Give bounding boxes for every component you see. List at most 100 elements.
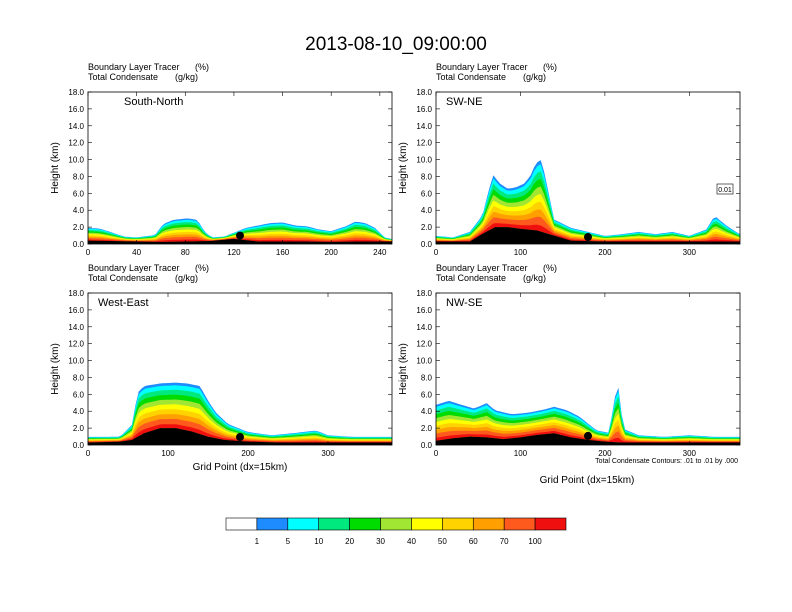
x-tick-label: 300: [683, 248, 697, 257]
y-tick-label: 4.0: [421, 407, 433, 416]
x-tick-label: 80: [181, 248, 190, 257]
condensate-field-title: Total Condensate: [436, 72, 506, 82]
colorbar: 1 5 10 20 30 40 50 60 70 100: [225, 517, 567, 546]
colorbar-label: 10: [314, 537, 323, 546]
y-tick-label: 12.0: [416, 340, 432, 349]
tracer-field-unit: (%): [195, 62, 209, 72]
x-tick-label: 200: [241, 449, 255, 458]
condensate-field-title: Total Condensate: [88, 273, 158, 283]
tracer-fill: [88, 218, 392, 244]
terrain-surface: [436, 433, 740, 445]
colorbar-swatch: [256, 517, 289, 531]
colorbar-label: 50: [438, 537, 447, 546]
y-tick-label: 0.0: [73, 441, 85, 450]
y-tick-label: 18.0: [416, 88, 432, 97]
tracer-field-title: Boundary Layer Tracer: [436, 62, 528, 72]
x-tick-label: 40: [132, 248, 141, 257]
colorbar-label: 20: [345, 537, 354, 546]
tracer-fill: [436, 160, 740, 244]
colorbar-swatch: [349, 517, 381, 531]
panel-label: West-East: [98, 297, 149, 309]
tracer-band: [436, 216, 740, 242]
colorbar-swatch: [225, 517, 258, 531]
colorbar-swatch: [534, 517, 567, 531]
y-tick-label: 10.0: [68, 156, 84, 165]
y-tick-label: 12.0: [68, 139, 84, 148]
panel-label: SW-NE: [446, 96, 482, 108]
panel-label: NW-SE: [446, 297, 482, 309]
condensate-field-title: Total Condensate: [436, 273, 506, 283]
location-marker: [584, 233, 592, 242]
x-tick-label: 100: [514, 248, 528, 257]
y-tick-label: 14.0: [416, 122, 432, 131]
y-tick-label: 12.0: [416, 139, 432, 148]
x-tick-label: 100: [161, 449, 175, 458]
x-tick-label: 200: [598, 449, 612, 458]
x-axis-label-west-east: Grid Point (dx=15km): [193, 462, 288, 473]
tracer-field-title: Boundary Layer Tracer: [88, 263, 180, 273]
condensate-field-title: Total Condensate: [88, 72, 158, 82]
y-tick-label: 8.0: [73, 373, 85, 382]
y-tick-label: 0.0: [421, 441, 433, 450]
y-tick-label: 2.0: [73, 223, 85, 232]
x-tick-label: 120: [227, 248, 241, 257]
y-tick-label: 0.0: [73, 240, 85, 249]
terrain-surface: [88, 428, 392, 445]
plot-frame: [87, 292, 393, 446]
colorbar-label: 40: [407, 537, 416, 546]
y-axis-label: Height (km): [398, 142, 409, 194]
y-tick-label: 4.0: [421, 206, 433, 215]
x-tick-label: 160: [276, 248, 290, 257]
tracer-field-unit: (%): [195, 263, 209, 273]
contour-note: Total Condensate Contours: .01 to .01 by…: [595, 458, 738, 465]
condensate-field-unit: (g/kg): [175, 72, 198, 82]
y-tick-label: 14.0: [416, 323, 432, 332]
terrain-surface: [88, 238, 392, 244]
colorbar-label: 100: [528, 537, 542, 546]
colorbar-label: 1: [255, 537, 260, 546]
y-tick-label: 18.0: [416, 289, 432, 298]
y-axis-label: Height (km): [50, 142, 61, 194]
x-tick-label: 240: [373, 248, 387, 257]
x-tick-label: 200: [598, 248, 612, 257]
y-tick-label: 8.0: [421, 172, 433, 181]
y-tick-label: 6.0: [73, 189, 85, 198]
x-axis-label-nw-se: Grid Point (dx=15km): [540, 475, 635, 486]
condensate-field-unit: (g/kg): [523, 72, 546, 82]
y-tick-label: 10.0: [416, 156, 432, 165]
contour-label-frame: [716, 183, 734, 195]
y-tick-label: 18.0: [68, 88, 84, 97]
tracer-field-unit: (%): [543, 62, 557, 72]
colorbar-swatch: [318, 517, 350, 531]
colorbar-swatch: [411, 517, 443, 531]
colorbar-swatch: [472, 517, 505, 531]
y-tick-label: 10.0: [416, 357, 432, 366]
chart-panel: Boundary Layer Tracer (%) Total Condensate…: [398, 62, 741, 257]
location-marker: [236, 433, 244, 442]
y-tick-label: 12.0: [68, 340, 84, 349]
condensate-field-unit: (g/kg): [175, 273, 198, 283]
y-tick-label: 16.0: [416, 306, 432, 315]
condensate-field-unit: (g/kg): [523, 273, 546, 283]
tracer-field-title: Boundary Layer Tracer: [436, 263, 528, 273]
y-tick-label: 14.0: [68, 323, 84, 332]
tracer-field-unit: (%): [543, 263, 557, 273]
tracer-band: [436, 201, 740, 242]
colorbar-label: 30: [376, 537, 385, 546]
chart-panel: Boundary Layer Tracer (%) Total Condensate…: [50, 263, 393, 458]
y-axis-label: Height (km): [50, 343, 61, 395]
x-tick-label: 0: [86, 248, 91, 257]
x-tick-label: 100: [514, 449, 528, 458]
tracer-band: [436, 430, 740, 443]
x-tick-label: 300: [321, 449, 335, 458]
y-tick-label: 10.0: [68, 357, 84, 366]
y-tick-label: 0.0: [421, 240, 433, 249]
x-tick-label: 0: [434, 449, 439, 458]
y-tick-label: 2.0: [421, 223, 433, 232]
x-tick-label: 300: [683, 449, 697, 458]
y-tick-label: 4.0: [73, 206, 85, 215]
location-marker: [236, 231, 244, 240]
plot-frame: [435, 91, 741, 245]
tracer-fill: [88, 382, 392, 445]
